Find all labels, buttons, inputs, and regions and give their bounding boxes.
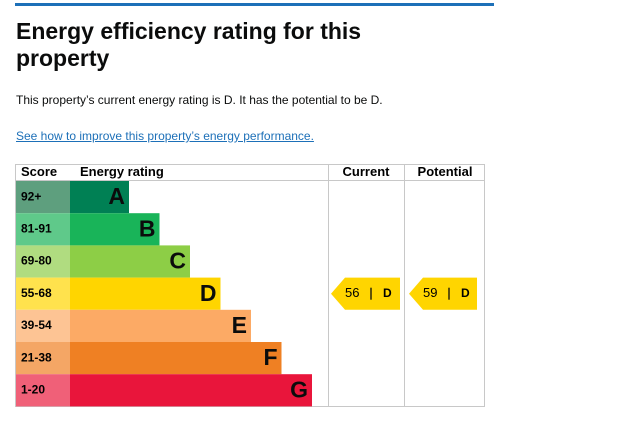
score-cell — [16, 342, 70, 375]
band-letter: G — [290, 376, 308, 402]
score: 69-80 — [21, 254, 52, 268]
rating-arrow — [331, 277, 400, 310]
score: 21-38 — [21, 350, 52, 364]
band-bar — [70, 342, 282, 375]
band-bar — [70, 309, 251, 342]
rating-arrow — [409, 277, 477, 310]
band-letter: B — [139, 215, 156, 241]
score: 1-20 — [21, 382, 45, 396]
rating-value: 56 — [345, 285, 359, 300]
band-letter: A — [108, 183, 125, 209]
band-bar — [70, 245, 190, 278]
band-letter: D — [200, 280, 217, 306]
score-cell — [16, 213, 70, 246]
score-cell — [16, 309, 70, 342]
band-letter: C — [169, 248, 186, 274]
score-cell — [16, 245, 70, 278]
rating-value: 59 — [423, 285, 437, 300]
top-rule — [15, 3, 494, 6]
score-cell — [16, 181, 70, 214]
header-cell: Energy rating — [80, 164, 164, 179]
band-letter: F — [263, 344, 277, 370]
table-border — [15, 164, 485, 407]
header-cell: Potential — [418, 164, 473, 179]
score: 92+ — [21, 189, 41, 203]
band-letter: E — [232, 312, 247, 338]
rating-band: D — [383, 286, 392, 300]
score-cell — [16, 374, 70, 407]
band-bar — [70, 181, 129, 214]
band-bar — [70, 374, 312, 407]
band-bar — [70, 213, 160, 246]
title: Energy efficiency rating for this proper… — [16, 18, 362, 71]
score: 81-91 — [21, 221, 52, 235]
score-cell — [16, 277, 70, 310]
band-bar — [70, 277, 221, 310]
header-cell: Score — [21, 164, 57, 179]
score: 55-68 — [21, 286, 52, 300]
header-cell: Current — [343, 164, 391, 179]
score: 39-54 — [21, 318, 52, 332]
improve-link[interactable]: See how to improve this property’s energ… — [16, 129, 314, 143]
rating-band: D — [461, 286, 470, 300]
summary: This property’s current energy rating is… — [16, 93, 383, 107]
